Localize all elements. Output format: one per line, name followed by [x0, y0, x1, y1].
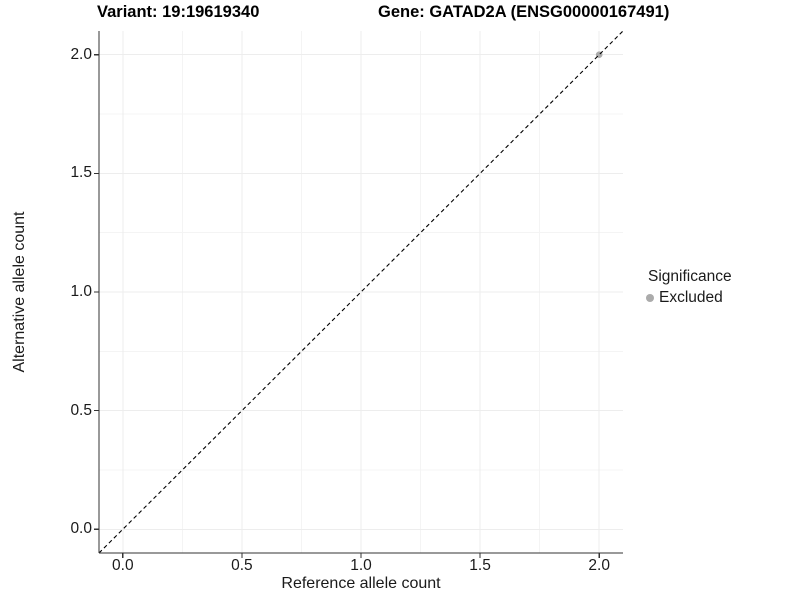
y-tick-label: 0.0 — [70, 520, 92, 538]
y-axis-title: Alternative allele count — [11, 211, 28, 373]
x-tick-label: 1.0 — [350, 557, 372, 574]
legend-item-label: Excluded — [659, 289, 723, 306]
legend-point-icon — [646, 294, 654, 302]
legend-item-excluded: Excluded — [640, 289, 732, 307]
x-tick-label: 2.0 — [588, 557, 610, 574]
y-tick-label: 2.0 — [70, 45, 92, 63]
plot-title-variant: Variant: 19:19619340 — [97, 3, 260, 21]
plot-title-gene: Gene: GATAD2A (ENSG00000167491) — [378, 3, 670, 21]
legend-title: Significance — [648, 268, 732, 285]
y-tick-label: 1.5 — [70, 164, 92, 182]
legend: Significance Excluded — [640, 268, 732, 307]
x-tick-label: 0.5 — [231, 557, 253, 574]
y-tick-label: 1.0 — [70, 283, 92, 300]
x-tick-label: 1.5 — [469, 557, 491, 574]
x-tick-label: 0.0 — [112, 557, 134, 574]
y-tick-label: 0.5 — [70, 401, 92, 419]
identity-line — [98, 30, 624, 554]
x-axis-title: Reference allele count — [281, 575, 441, 592]
